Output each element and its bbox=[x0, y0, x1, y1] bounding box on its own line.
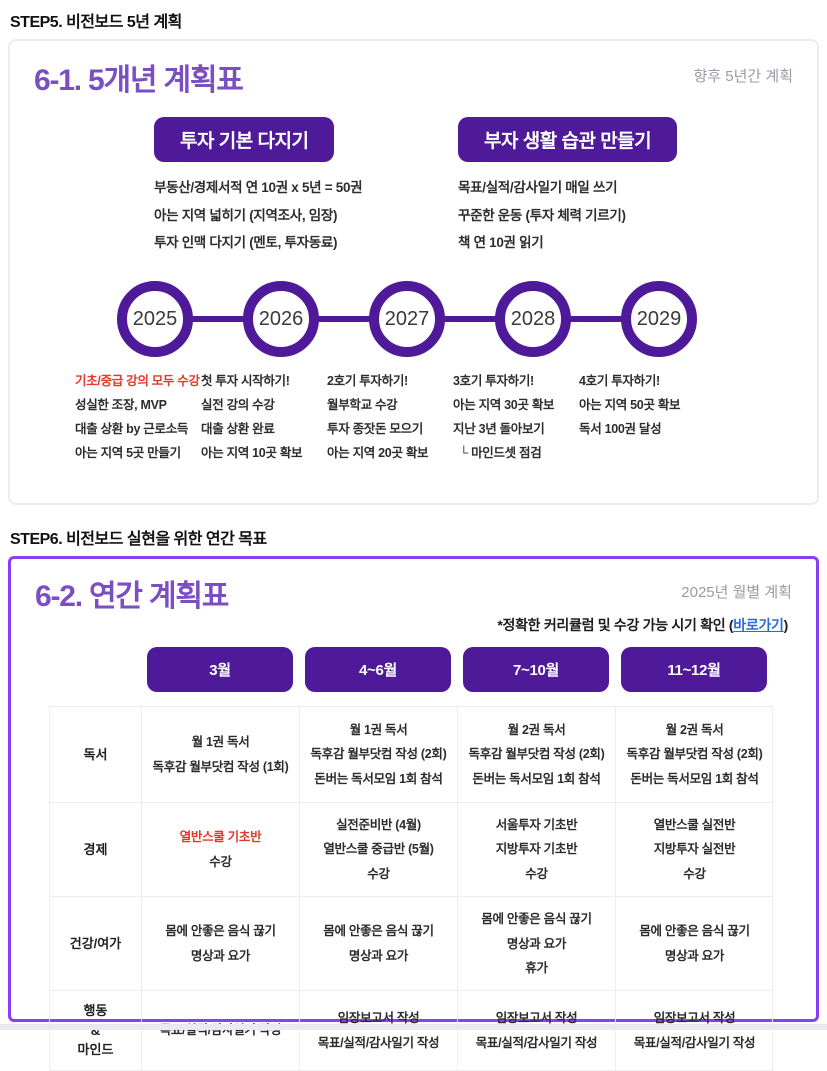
timeline-2028-circle: 2028 bbox=[495, 281, 571, 358]
table-header-spacer bbox=[49, 647, 141, 692]
row-label-economy: 경제 bbox=[49, 802, 141, 897]
cell-economy-march-highlight: 열반스쿨 기초반 bbox=[179, 830, 262, 845]
cell-reading-march: 월 1권 독서 독후감 월부닷컴 작성 (1회) bbox=[141, 706, 299, 802]
cell-reading-nov-dec-text: 월 2권 독서 독후감 월부닷컴 작성 (2회) 돈버는 독서모임 1회 참석 bbox=[626, 722, 763, 786]
row-label-health-text: 건강/여가 bbox=[69, 935, 122, 951]
pillar-rich-habits-banner: 부자 생활 습관 만들기 bbox=[458, 117, 678, 162]
table-header-row: 3월 4~6월 7~10월 11~12월 bbox=[49, 647, 773, 692]
pillars-section: 투자 기본 다지기 부동산/경제서적 연 10권 x 5년 = 50권 아는 지… bbox=[34, 117, 793, 257]
timeline-2027-goals: 2호기 투자하기! 월부학교 수강 투자 종잣돈 모으기 아는 지역 20곳 확… bbox=[327, 374, 429, 461]
cell-health-march-text: 몸에 안좋은 음식 끊기 명상과 요가 bbox=[165, 924, 276, 963]
card2-subtitle: 2025년 월별 계획 bbox=[681, 584, 792, 601]
cell-reading-jul-oct-text: 월 2권 독서 독후감 월부닷컴 작성 (2회) 돈버는 독서모임 1회 참석 bbox=[468, 722, 605, 786]
month-pill-jul-oct: 7~10월 bbox=[463, 647, 609, 692]
cell-reading-nov-dec: 월 2권 독서 독후감 월부닷컴 작성 (2회) 돈버는 독서모임 1회 참석 bbox=[615, 706, 773, 802]
cell-health-apr-jun-text: 몸에 안좋은 음식 끊기 명상과 요가 bbox=[323, 924, 434, 963]
cell-mind-apr-jun: 임장보고서 작성 목표/실적/감사일기 작성 bbox=[299, 990, 457, 1070]
card1-subtitle: 향후 5년간 계획 bbox=[693, 68, 793, 85]
timeline-2026-goals: 첫 투자 시작하기! 실전 강의 수강 대출 상환 완료 아는 지역 10곳 확… bbox=[201, 374, 303, 461]
cell-economy-jul-oct-text: 서울투자 기초반 지방투자 기초반 수강 bbox=[495, 818, 578, 881]
timeline-2026: 2026 첫 투자 시작하기! 실전 강의 수강 대출 상환 완료 아는 지역 … bbox=[201, 281, 344, 465]
cell-mind-nov-dec-text: 임장보고서 작성 목표/실적/감사일기 작성 bbox=[633, 1011, 756, 1050]
timeline-2028-goals: 3호기 투자하기! 아는 지역 30곳 확보 지난 3년 돌아보기 └ 마인드셋… bbox=[453, 374, 555, 461]
month-pill-march: 3월 bbox=[147, 647, 293, 692]
cell-health-nov-dec-text: 몸에 안좋은 음식 끊기 명상과 요가 bbox=[639, 924, 750, 963]
timeline-2026-circle: 2026 bbox=[243, 281, 319, 358]
pillar-invest-basics: 투자 기본 다지기 부동산/경제서적 연 10권 x 5년 = 50권 아는 지… bbox=[154, 117, 426, 257]
five-year-plan-card: 6-1. 5개년 계획표 향후 5년간 계획 투자 기본 다지기 부동산/경제서… bbox=[8, 39, 819, 505]
timeline-2025-circle: 2025 bbox=[117, 281, 193, 358]
step6-section-title: STEP6. 비전보드 실현을 위한 연간 목표 bbox=[10, 531, 267, 548]
cell-economy-apr-jun-text: 실전준비반 (4월) 열반스쿨 중급반 (5월) 수강 bbox=[323, 818, 434, 881]
cell-economy-nov-dec-text: 열반스쿨 실전반 지방투자 실전반 수강 bbox=[653, 818, 736, 881]
cell-economy-jul-oct: 서울투자 기초반 지방투자 기초반 수강 bbox=[457, 802, 615, 897]
curriculum-note-text: *정확한 커리큘럼 및 수강 가능 시기 확인 ( bbox=[497, 617, 734, 633]
curriculum-note-closing: ) bbox=[783, 617, 789, 633]
table-header-nov-dec: 11~12월 bbox=[615, 647, 773, 692]
timeline-2029-circle: 2029 bbox=[621, 281, 697, 358]
pillar-rich-habits: 부자 생활 습관 만들기 목표/실적/감사일기 매일 쓰기 꾸준한 운동 (투자… bbox=[458, 117, 730, 257]
table-body: 독서 월 1권 독서 독후감 월부닷컴 작성 (1회) 월 1권 독서 독후감 … bbox=[49, 706, 773, 1071]
card2-title: 6-2. 연간 계획표 bbox=[35, 580, 229, 613]
cell-economy-apr-jun: 실전준비반 (4월) 열반스쿨 중급반 (5월) 수강 bbox=[299, 802, 457, 897]
table-header-apr-jun: 4~6월 bbox=[299, 647, 457, 692]
cell-economy-march-text: 수강 bbox=[209, 854, 232, 869]
cell-mind-jul-oct-text: 임장보고서 작성 목표/실적/감사일기 작성 bbox=[475, 1011, 598, 1050]
pillar-invest-basics-items: 부동산/경제서적 연 10권 x 5년 = 50권 아는 지역 넓히기 (지역조… bbox=[154, 180, 363, 251]
cell-health-jul-oct-text: 몸에 안좋은 음식 끊기 명상과 요가 휴가 bbox=[481, 912, 592, 975]
table-header-jul-oct: 7~10월 bbox=[457, 647, 615, 692]
timeline-2028: 2028 3호기 투자하기! 아는 지역 30곳 확보 지난 3년 돌아보기 └… bbox=[453, 281, 596, 465]
row-label-mind-text: 행동 & 마인드 bbox=[77, 1003, 114, 1058]
pillar-rich-habits-items: 목표/실적/감사일기 매일 쓰기 꾸준한 운동 (투자 체력 기르기) 책 연 … bbox=[458, 180, 626, 251]
timeline-2029: 2029 4호기 투자하기! 아는 지역 50곳 확보 독서 100권 달성 bbox=[579, 281, 722, 465]
cell-reading-apr-jun: 월 1권 독서 독후감 월부닷컴 작성 (2회) 돈버는 독서모임 1회 참석 bbox=[299, 706, 457, 802]
timeline-2025-highlight: 기초/중급 강의 모두 수강 bbox=[75, 374, 200, 389]
curriculum-shortcut-link[interactable]: 바로가기 bbox=[733, 617, 784, 633]
row-label-mind: 행동 & 마인드 bbox=[49, 990, 141, 1070]
cell-health-apr-jun: 몸에 안좋은 음식 끊기 명상과 요가 bbox=[299, 896, 457, 991]
card1-title: 6-1. 5개년 계획표 bbox=[34, 64, 244, 97]
timeline-2025-items: 성실한 조장, MVP 대출 상환 by 근로소득 아는 지역 5곳 만들기 bbox=[75, 398, 189, 461]
timeline-2027-circle: 2027 bbox=[369, 281, 445, 358]
cell-health-jul-oct: 몸에 안좋은 음식 끊기 명상과 요가 휴가 bbox=[457, 896, 615, 991]
annual-plan-card: 6-2. 연간 계획표 2025년 월별 계획 *정확한 커리큘럼 및 수강 가… bbox=[8, 556, 819, 1071]
timeline-2027: 2027 2호기 투자하기! 월부학교 수강 투자 종잣돈 모으기 아는 지역 … bbox=[327, 281, 470, 465]
month-pill-nov-dec: 11~12월 bbox=[621, 647, 767, 692]
curriculum-note: *정확한 커리큘럼 및 수강 가능 시기 확인 (바로가기) bbox=[35, 615, 788, 635]
row-label-health: 건강/여가 bbox=[49, 896, 141, 991]
cell-mind-march: 목표/실적/감사일기 작성 bbox=[141, 990, 299, 1070]
row-label-reading-text: 독서 bbox=[83, 746, 108, 762]
cell-mind-jul-oct: 임장보고서 작성 목표/실적/감사일기 작성 bbox=[457, 990, 615, 1070]
cell-health-nov-dec: 몸에 안좋은 음식 끊기 명상과 요가 bbox=[615, 896, 773, 991]
row-label-reading: 독서 bbox=[49, 706, 141, 802]
row-label-economy-text: 경제 bbox=[83, 841, 108, 857]
pillar-invest-basics-banner: 투자 기본 다지기 bbox=[154, 117, 335, 162]
cell-health-march: 몸에 안좋은 음식 끊기 명상과 요가 bbox=[141, 896, 299, 991]
cell-reading-march-text: 월 1권 독서 독후감 월부닷컴 작성 (1회) bbox=[152, 735, 289, 774]
cell-economy-nov-dec: 열반스쿨 실전반 지방투자 실전반 수강 bbox=[615, 802, 773, 897]
cell-mind-apr-jun-text: 임장보고서 작성 목표/실적/감사일기 작성 bbox=[317, 1011, 440, 1050]
annual-plan-table: 3월 4~6월 7~10월 11~12월 독서 월 1권 독서 독후감 월부닷컴… bbox=[49, 647, 773, 1071]
step5-section-title: STEP5. 비전보드 5년 계획 bbox=[10, 14, 182, 31]
cell-reading-apr-jun-text: 월 1권 독서 독후감 월부닷컴 작성 (2회) 돈버는 독서모임 1회 참석 bbox=[310, 722, 447, 786]
cell-reading-jul-oct: 월 2권 독서 독후감 월부닷컴 작성 (2회) 돈버는 독서모임 1회 참석 bbox=[457, 706, 615, 802]
table-header-march: 3월 bbox=[141, 647, 299, 692]
month-pill-apr-jun: 4~6월 bbox=[305, 647, 451, 692]
page-bottom-strip bbox=[0, 1024, 827, 1030]
timeline-2029-goals: 4호기 투자하기! 아는 지역 50곳 확보 독서 100권 달성 bbox=[579, 374, 681, 437]
cell-mind-nov-dec: 임장보고서 작성 목표/실적/감사일기 작성 bbox=[615, 990, 773, 1070]
